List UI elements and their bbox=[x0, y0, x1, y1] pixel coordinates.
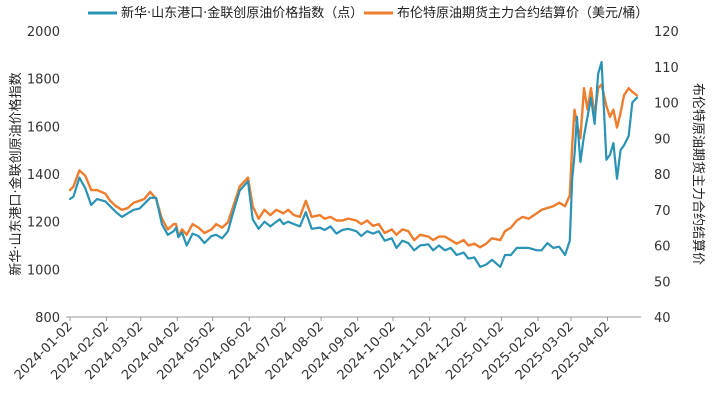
y-right-tick-label: 110 bbox=[654, 61, 679, 76]
y-right-tick-label: 50 bbox=[654, 275, 671, 290]
y-axis-right-title: 布伦特原油期货主力合约结算价 bbox=[690, 83, 706, 265]
legend: 新华·山东港口·金联创原油价格指数（点） 布伦特原油期货主力合约结算价（美元/桶… bbox=[88, 5, 648, 21]
x-axis: 2024-01-022024-02-022024-03-022024-04-02… bbox=[12, 317, 613, 383]
y-left-tick-label: 1400 bbox=[27, 168, 60, 183]
y-left-tick-label: 1800 bbox=[27, 73, 60, 88]
y-left-tick-label: 1200 bbox=[27, 216, 60, 231]
y-right-tick-label: 90 bbox=[654, 132, 671, 147]
y-axis-right: 40 50 60 70 80 90 100 110 120 bbox=[654, 25, 679, 326]
y-left-tick-label: 1600 bbox=[27, 120, 60, 135]
y-right-tick-label: 60 bbox=[654, 240, 671, 255]
y-right-tick-label: 80 bbox=[654, 168, 671, 183]
y-right-tick-label: 40 bbox=[654, 311, 671, 326]
legend-label-series-2: 布伦特原油期货主力合约结算价（美元/桶） bbox=[397, 5, 648, 21]
y-left-tick-label: 800 bbox=[35, 311, 60, 326]
y-right-tick-label: 70 bbox=[654, 204, 671, 219]
y-right-tick-label: 100 bbox=[654, 97, 679, 112]
y-axis-left-title: 新华·山东港口·金联创原油价格指数 bbox=[8, 72, 24, 275]
y-right-tick-label: 120 bbox=[654, 25, 679, 40]
series-line-2 bbox=[68, 83, 639, 249]
y-left-tick-label: 1000 bbox=[27, 263, 60, 278]
legend-label-series-1: 新华·山东港口·金联创原油价格指数（点） bbox=[121, 5, 363, 21]
series-line-1 bbox=[68, 60, 639, 268]
y-axis-left: 800 1000 1200 1400 1600 1800 2000 bbox=[27, 25, 60, 326]
series-lines bbox=[68, 60, 639, 268]
y-left-tick-label: 2000 bbox=[27, 25, 60, 40]
